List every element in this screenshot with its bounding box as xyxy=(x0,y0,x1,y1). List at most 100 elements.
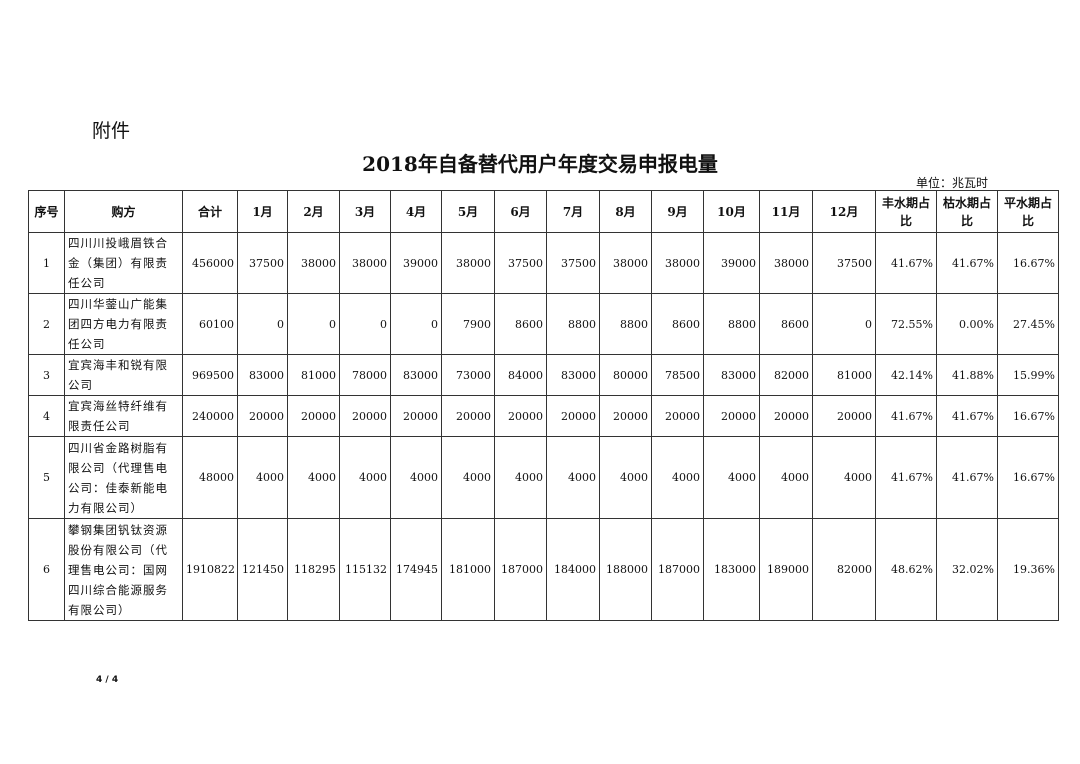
cell-value: 20000 xyxy=(812,395,876,437)
cell-value: 37500 xyxy=(812,232,876,294)
buyer-name: 宜宾海丰和锐有限公司 xyxy=(64,354,183,396)
cell-value: 4000 xyxy=(494,436,547,519)
cell-value: 78500 xyxy=(651,354,704,396)
cell-value: 39000 xyxy=(703,232,760,294)
cell-value: 37500 xyxy=(546,232,600,294)
cell-value: 20000 xyxy=(651,395,704,437)
column-header: 12月 xyxy=(812,190,876,233)
cell-value: 15.99% xyxy=(997,354,1059,396)
cell-value: 181000 xyxy=(441,518,495,621)
cell-value: 38000 xyxy=(759,232,813,294)
cell-value: 78000 xyxy=(339,354,391,396)
page-number: 4 / 4 xyxy=(96,675,119,685)
cell-value: 83000 xyxy=(237,354,288,396)
cell-value: 48000 xyxy=(182,436,238,519)
buyer-name: 宜宾海丝特纤维有限责任公司 xyxy=(64,395,183,437)
column-header: 2月 xyxy=(287,190,340,233)
cell-value: 174945 xyxy=(390,518,442,621)
cell-value: 41.67% xyxy=(936,232,998,294)
table-row: 6 攀钢集团钒钛资源股份有限公司（代理售电公司：国网四川综合能源服务有限公司） 19… xyxy=(28,518,1059,621)
cell-value: 4000 xyxy=(390,436,442,519)
cell-value: 83000 xyxy=(390,354,442,396)
cell-value: 456000 xyxy=(182,232,238,294)
cell-value: 38000 xyxy=(287,232,340,294)
data-table: 序号 购方 合计 1月 2月 3月 4月 5月 6月 7月 8月 9月 10月 11月 12月 丰水期占比 枯水… xyxy=(28,190,1059,621)
column-header: 5月 xyxy=(441,190,495,233)
cell-value: 20000 xyxy=(339,395,391,437)
column-header: 序号 xyxy=(28,190,65,233)
column-header: 10月 xyxy=(703,190,760,233)
cell-value: 83000 xyxy=(546,354,600,396)
buyer-name: 四川华蓥山广能集团四方电力有限责任公司 xyxy=(64,293,183,355)
unit-label: 单位：兆瓦时 xyxy=(915,176,988,190)
cell-value: 20000 xyxy=(494,395,547,437)
cell-value: 4000 xyxy=(812,436,876,519)
cell-value: 4000 xyxy=(651,436,704,519)
cell-value: 19.36% xyxy=(997,518,1059,621)
cell-value: 41.67% xyxy=(875,232,937,294)
cell-value: 41.67% xyxy=(875,395,937,437)
cell-value: 27.45% xyxy=(997,293,1059,355)
column-header: 11月 xyxy=(759,190,813,233)
column-header: 9月 xyxy=(651,190,704,233)
row-index: 1 xyxy=(28,232,65,294)
buyer-name: 四川川投峨眉铁合金（集团）有限责任公司 xyxy=(64,232,183,294)
cell-value: 41.67% xyxy=(936,436,998,519)
column-header: 1月 xyxy=(237,190,288,233)
cell-value: 0 xyxy=(287,293,340,355)
cell-value: 121450 xyxy=(237,518,288,621)
cell-value: 188000 xyxy=(599,518,652,621)
cell-value: 38000 xyxy=(599,232,652,294)
cell-value: 0 xyxy=(812,293,876,355)
cell-value: 20000 xyxy=(759,395,813,437)
row-index: 2 xyxy=(28,293,65,355)
cell-value: 80000 xyxy=(599,354,652,396)
cell-value: 0 xyxy=(390,293,442,355)
cell-value: 8600 xyxy=(494,293,547,355)
row-index: 4 xyxy=(28,395,65,437)
cell-value: 0 xyxy=(237,293,288,355)
cell-value: 4000 xyxy=(703,436,760,519)
cell-value: 41.67% xyxy=(936,395,998,437)
cell-value: 73000 xyxy=(441,354,495,396)
cell-value: 0 xyxy=(339,293,391,355)
cell-value: 4000 xyxy=(599,436,652,519)
cell-value: 38000 xyxy=(651,232,704,294)
cell-value: 82000 xyxy=(812,518,876,621)
buyer-name: 攀钢集团钒钛资源股份有限公司（代理售电公司：国网四川综合能源服务有限公司） xyxy=(64,518,183,621)
cell-value: 20000 xyxy=(237,395,288,437)
cell-value: 8600 xyxy=(651,293,704,355)
cell-value: 969500 xyxy=(182,354,238,396)
attachment-label: 附件 xyxy=(92,120,131,142)
column-header: 枯水期占比 xyxy=(936,190,998,233)
cell-value: 8800 xyxy=(703,293,760,355)
cell-value: 82000 xyxy=(759,354,813,396)
table-row: 3 宜宾海丰和锐有限公司 969500 83000 81000 78000 83000 730… xyxy=(28,354,1059,396)
cell-value: 81000 xyxy=(287,354,340,396)
row-index: 6 xyxy=(28,518,65,621)
cell-value: 42.14% xyxy=(875,354,937,396)
column-header: 购方 xyxy=(64,190,183,233)
cell-value: 8800 xyxy=(546,293,600,355)
row-index: 3 xyxy=(28,354,65,396)
cell-value: 38000 xyxy=(339,232,391,294)
cell-value: 4000 xyxy=(237,436,288,519)
row-index: 5 xyxy=(28,436,65,519)
column-header: 6月 xyxy=(494,190,547,233)
cell-value: 187000 xyxy=(651,518,704,621)
column-header: 8月 xyxy=(599,190,652,233)
cell-value: 41.67% xyxy=(875,436,937,519)
cell-value: 37500 xyxy=(237,232,288,294)
cell-value: 16.67% xyxy=(997,436,1059,519)
column-header: 3月 xyxy=(339,190,391,233)
cell-value: 39000 xyxy=(390,232,442,294)
cell-value: 20000 xyxy=(287,395,340,437)
cell-value: 83000 xyxy=(703,354,760,396)
table-row: 2 四川华蓥山广能集团四方电力有限责任公司 60100 0 0 0 0 7900 8600 880… xyxy=(28,293,1059,355)
cell-value: 115132 xyxy=(339,518,391,621)
cell-value: 7900 xyxy=(441,293,495,355)
table-row: 5 四川省金路树脂有限公司（代理售电公司：佳泰新能电力有限公司） 48000 4000… xyxy=(28,436,1059,519)
cell-value: 81000 xyxy=(812,354,876,396)
cell-value: 4000 xyxy=(339,436,391,519)
